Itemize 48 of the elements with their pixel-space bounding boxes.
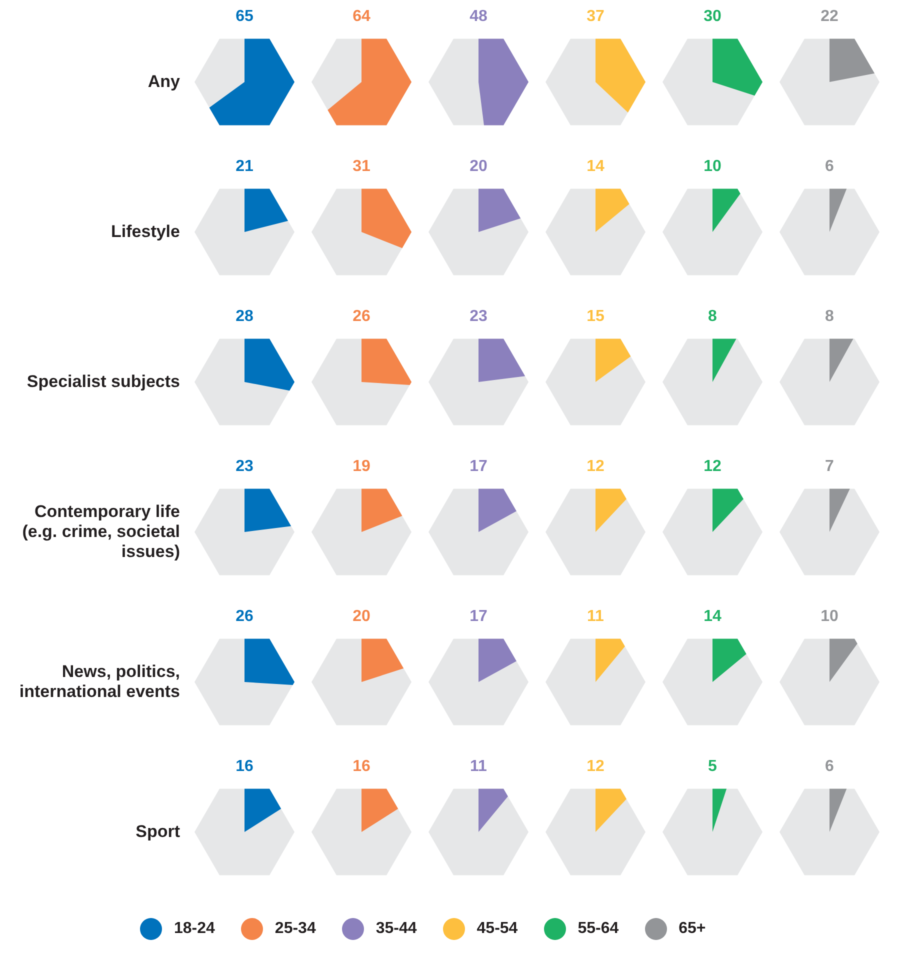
- category-label: Any: [148, 72, 180, 92]
- legend-label: 45-54: [476, 920, 518, 938]
- data-label: 28: [236, 308, 254, 327]
- legend-label: 65+: [678, 920, 706, 938]
- data-label: 16: [236, 758, 254, 777]
- data-label: 12: [704, 458, 722, 477]
- data-label: 48: [470, 8, 488, 27]
- data-label: 31: [352, 158, 370, 177]
- data-label: 64: [352, 8, 370, 27]
- data-label: 22: [820, 8, 838, 27]
- legend-label: 18-24: [174, 920, 215, 938]
- data-label: 17: [470, 458, 488, 477]
- data-label: 14: [586, 158, 604, 177]
- data-label: 15: [586, 308, 604, 327]
- data-label: 16: [352, 758, 370, 777]
- legend-label: 25-34: [274, 920, 316, 938]
- data-label: 12: [586, 758, 604, 777]
- category-label: Specialist subjects: [26, 372, 180, 392]
- category-label: Contemporary life (e.g. crime, societal issues): [21, 502, 180, 562]
- data-label: 5: [708, 758, 717, 777]
- category-label: Lifestyle: [111, 222, 180, 242]
- legend-label: 55-64: [578, 920, 619, 938]
- data-label: 23: [470, 308, 488, 327]
- data-label: 17: [470, 608, 488, 627]
- data-label: 11: [587, 608, 604, 627]
- data-label: 21: [236, 158, 254, 177]
- data-label: 10: [820, 608, 838, 627]
- data-label: 37: [586, 8, 604, 27]
- data-label: 8: [708, 308, 717, 327]
- data-label: 10: [704, 158, 722, 177]
- data-label: 11: [470, 758, 487, 777]
- data-label: 26: [236, 608, 254, 627]
- data-label: 6: [825, 758, 834, 777]
- data-label: 30: [704, 8, 722, 27]
- category-label: News, politics, international events: [18, 662, 180, 702]
- data-label: 7: [825, 458, 834, 477]
- data-label: 8: [825, 308, 834, 327]
- category-label: Sport: [136, 822, 180, 842]
- data-label: 20: [470, 158, 488, 177]
- data-label: 65: [236, 8, 254, 27]
- data-label: 20: [352, 608, 370, 627]
- data-label: 19: [352, 458, 370, 477]
- legend-label: 35-44: [376, 920, 417, 938]
- data-label: 6: [825, 158, 834, 177]
- data-label: 12: [586, 458, 604, 477]
- data-label: 26: [352, 308, 370, 327]
- data-label: 14: [704, 608, 722, 627]
- data-label: 23: [236, 458, 254, 477]
